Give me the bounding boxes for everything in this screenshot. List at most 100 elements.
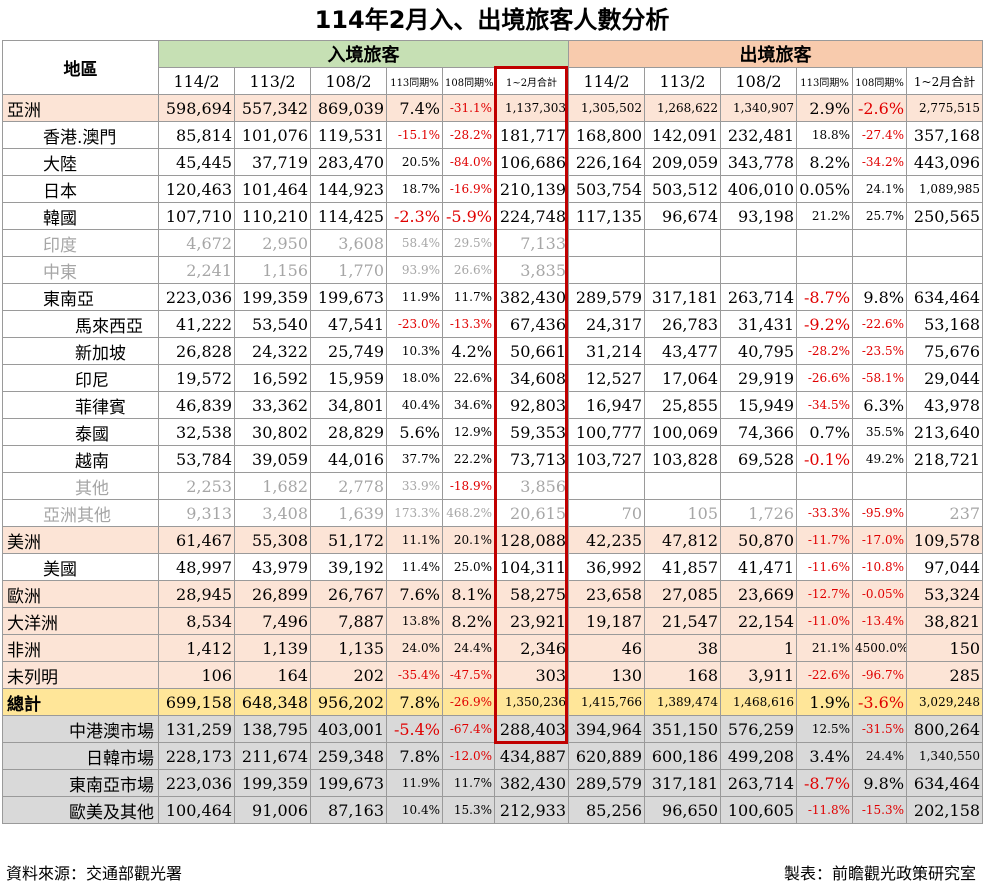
table-row: 泰國 32,538 30,802 28,829 5.6% 12.9% 59,353 100,7… — [2, 418, 984, 446]
outbound-cell: 40,795 — [720, 337, 798, 365]
inbound-cell: -18.9% — [442, 472, 495, 500]
pct-value: 22.6% — [453, 371, 492, 385]
pct-value: 0.05% — [799, 179, 851, 199]
outbound-cell: 53,168 — [906, 310, 984, 338]
outbound-cell: 620,889 — [568, 742, 646, 770]
outbound-cell — [568, 229, 646, 257]
outbound-cell — [852, 472, 908, 500]
pct-value: -28.2% — [449, 128, 492, 142]
inbound-cell: 59,353 — [493, 418, 570, 446]
outbound-cell: 443,096 — [906, 148, 984, 176]
outbound-cell: -2.6% — [852, 94, 908, 122]
outbound-cell: 21,547 — [644, 607, 722, 635]
outbound-cell: -34.5% — [796, 391, 854, 419]
table-row: 美洲 61,467 55,308 51,172 11.1% 20.1% 128,088 42,… — [2, 526, 984, 554]
outbound-cell: 38,821 — [906, 607, 984, 635]
outbound-cell: -15.3% — [852, 796, 908, 824]
col-header: 108/2 — [720, 67, 798, 95]
outbound-cell: 226,164 — [568, 148, 646, 176]
pct-value: -10.8% — [861, 560, 905, 574]
outbound-cell: 232,481 — [720, 121, 798, 149]
outbound-cell: 3.4% — [796, 742, 854, 770]
inbound-cell: 7.6% — [386, 580, 443, 608]
pct-value: 4500.0% — [855, 641, 907, 655]
inbound-cell: 468.2% — [442, 499, 495, 527]
region-name: 其他 — [2, 472, 159, 500]
inbound-cell: 283,470 — [310, 148, 387, 176]
inbound-cell: -84.0% — [442, 148, 495, 176]
outbound-cell: 357,168 — [906, 121, 984, 149]
pct-value: 8.1% — [451, 584, 492, 604]
outbound-cell — [796, 229, 854, 257]
inbound-cell: 598,694 — [158, 94, 235, 122]
pct-value: 24.1% — [865, 182, 905, 196]
inbound-cell: 58,275 — [493, 580, 570, 608]
pct-value: 8.2% — [451, 611, 492, 631]
inbound-cell: 1,135 — [310, 634, 387, 662]
inbound-cell: 3,856 — [493, 472, 570, 500]
inbound-cell: 164 — [234, 661, 311, 689]
inbound-cell: 11.1% — [386, 526, 443, 554]
outbound-cell: -11.8% — [796, 796, 854, 824]
pct-value: -22.6% — [861, 317, 905, 331]
outbound-cell: 21.1% — [796, 634, 854, 662]
inbound-cell: 58.4% — [386, 229, 443, 257]
inbound-cell: 212,933 — [493, 796, 570, 824]
inbound-cell: 39,059 — [234, 445, 311, 473]
inbound-cell: 24,322 — [234, 337, 311, 365]
inbound-cell: 869,039 — [310, 94, 387, 122]
inbound-cell: 138,795 — [234, 715, 311, 743]
outbound-cell: 109,578 — [906, 526, 984, 554]
table-row: 香港.澳門 85,814 101,076 119,531 -15.1% -28.2% 181… — [2, 121, 984, 149]
inbound-cell: 22.2% — [442, 445, 495, 473]
table-row: 印尼 19,572 16,592 15,959 18.0% 22.6% 34,608 12,5… — [2, 364, 984, 392]
outbound-cell: 209,059 — [644, 148, 722, 176]
outbound-cell: 36,992 — [568, 553, 646, 581]
table-row: 亞洲 598,694 557,342 869,039 7.4% -31.1% 1,137,3… — [2, 94, 984, 122]
pct-value: 24.0% — [401, 641, 440, 655]
pct-value: 11.1% — [401, 533, 440, 547]
inbound-cell: 11.9% — [386, 283, 443, 311]
pct-value: 24.4% — [865, 749, 905, 763]
outbound-cell: -8.7% — [796, 283, 854, 311]
outbound-cell: 317,181 — [644, 769, 722, 797]
inbound-cell: 25,749 — [310, 337, 387, 365]
outbound-cell: 9.8% — [852, 769, 908, 797]
inbound-cell: 106,686 — [493, 148, 570, 176]
outbound-cell: 24.4% — [852, 742, 908, 770]
inbound-cell: 67,436 — [493, 310, 570, 338]
outbound-cell: 31,214 — [568, 337, 646, 365]
col-header: 113同期% — [796, 67, 854, 95]
inbound-cell: 87,163 — [310, 796, 387, 824]
outbound-cell — [720, 229, 798, 257]
outbound-cell: -58.1% — [852, 364, 908, 392]
outbound-cell — [796, 256, 854, 284]
inbound-cell: 3,608 — [310, 229, 387, 257]
pct-value: -2.3% — [393, 206, 440, 226]
outbound-cell: 27,085 — [644, 580, 722, 608]
inbound-cell: 5.6% — [386, 418, 443, 446]
inbound-cell: 22.6% — [442, 364, 495, 392]
pct-value: 11.9% — [401, 290, 440, 304]
inbound-cell: 199,359 — [234, 283, 311, 311]
inbound-cell: 224,748 — [493, 202, 570, 230]
inbound-cell: -5.4% — [386, 715, 443, 743]
pct-value: -2.6% — [857, 98, 905, 118]
inbound-cell: 19,572 — [158, 364, 235, 392]
outbound-cell: 263,714 — [720, 769, 798, 797]
inbound-cell: 39,192 — [310, 553, 387, 581]
subheader-row: 114/2 113/2 108/2 113同期% 108同期% 1~2月合計 1… — [3, 67, 984, 95]
outbound-cell: 43,978 — [906, 391, 984, 419]
pct-value: 20.5% — [401, 155, 440, 169]
outbound-cell: 26,783 — [644, 310, 722, 338]
outbound-cell — [720, 472, 798, 500]
pct-value: -5.9% — [445, 206, 492, 226]
inbound-cell: 53,784 — [158, 445, 235, 473]
outbound-cell: -11.7% — [796, 526, 854, 554]
table-row: 未列明 106 164 202 -35.4% -47.5% 303 130 168 3,911 -2… — [2, 661, 984, 689]
region-name: 東南亞市場 — [2, 769, 159, 797]
inbound-cell: 128,088 — [493, 526, 570, 554]
inbound-cell: 53,540 — [234, 310, 311, 338]
pct-value: -11.0% — [807, 614, 851, 628]
table-row: 東南亞 223,036 199,359 199,673 11.9% 11.7% 382,43… — [2, 283, 984, 311]
